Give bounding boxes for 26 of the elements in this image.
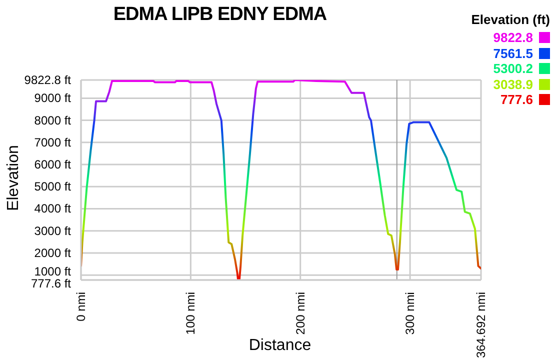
y-tick-label: 3000 ft [34,224,72,238]
x-tick-label: 364.692 nmi [474,292,488,358]
x-tick-label: 200 nmi [293,292,308,335]
y-tick-label: 5000 ft [34,180,72,194]
y-axis-title: Elevation [5,145,23,211]
y-tick-label: 7000 ft [34,135,72,150]
y-tick-label: 1000 ft [34,264,72,279]
y-tick-label: 4000 ft [34,202,72,216]
color-bar-label: 777.6 [500,92,533,108]
color-bar-label: 9822.8 [493,30,533,46]
y-tick-label: 9822.8 ft [24,73,72,87]
color-bar-title: Elevation (ft) [471,12,550,27]
y-tick-label: 9000 ft [34,91,72,106]
y-tick-label: 8000 ft [34,113,72,128]
x-tick-label: 0 nmi [74,292,88,322]
y-tick-label: 777.6 ft [30,276,72,291]
x-tick-label: 300 nmi [403,292,418,335]
color-bar-label: 3038.9 [493,76,533,92]
y-tick-label: 2000 ft [34,246,72,260]
y-tick-label: 6000 ft [34,158,72,172]
x-tick-label: 100 nmi [184,292,198,335]
line-series [81,80,481,280]
x-axis-title: Distance [248,337,312,354]
color-bar-label: 7561.5 [493,46,533,61]
chart-title: EDMA LIPB EDNY EDMA [112,4,328,26]
color-bar-label: 5300.2 [493,61,533,76]
